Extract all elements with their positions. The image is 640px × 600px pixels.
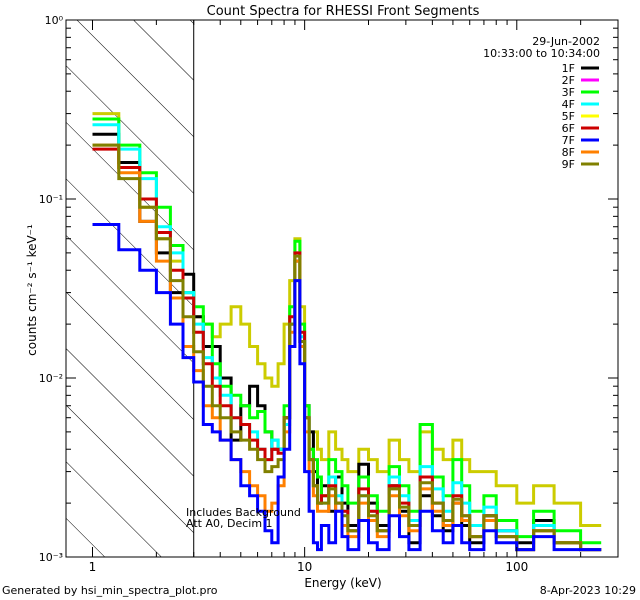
legend-label: 4F <box>562 98 575 111</box>
legend-label: 3F <box>562 86 575 99</box>
legend-label: 9F <box>562 158 575 171</box>
legend-label: 6F <box>562 122 575 135</box>
attenuator-hatch-region <box>66 20 194 557</box>
series-line-7f <box>92 223 602 552</box>
legend-label: 2F <box>562 74 575 87</box>
y-axis-label: counts cm⁻² s⁻¹ keV⁻¹ <box>25 224 39 356</box>
x-axis-label: Energy (keV) <box>304 576 381 590</box>
footer-timestamp: 8-Apr-2023 10:29 <box>539 584 636 597</box>
x-tick-label: 1 <box>89 560 97 574</box>
legend-date: 29-Jun-2002 <box>532 35 600 48</box>
series-line-9f <box>92 143 602 552</box>
legend-time-range: 10:33:00 to 10:34:00 <box>483 47 600 60</box>
plot-frame <box>65 19 619 558</box>
legend-label: 8F <box>562 146 575 159</box>
annotation-background: Includes Background <box>186 506 301 519</box>
x-tick-label: 10 <box>297 560 312 574</box>
x-tick-label: 100 <box>505 560 528 574</box>
footer-generated-by: Generated by hsi_min_spectra_plot.pro <box>2 584 218 597</box>
y-tick-label: 10⁻² <box>39 372 63 385</box>
annotation-attenuator: Att A0, Decim 1 <box>186 517 273 530</box>
y-tick-label: 10⁻¹ <box>39 193 63 206</box>
legend-label: 7F <box>562 134 575 147</box>
y-tick-label: 10⁻³ <box>39 551 63 564</box>
legend-label: 1F <box>562 62 575 75</box>
legend-label: 5F <box>562 110 575 123</box>
y-tick-label: 10⁰ <box>45 14 64 27</box>
chart-title: Count Spectra for RHESSI Front Segments <box>207 4 480 19</box>
